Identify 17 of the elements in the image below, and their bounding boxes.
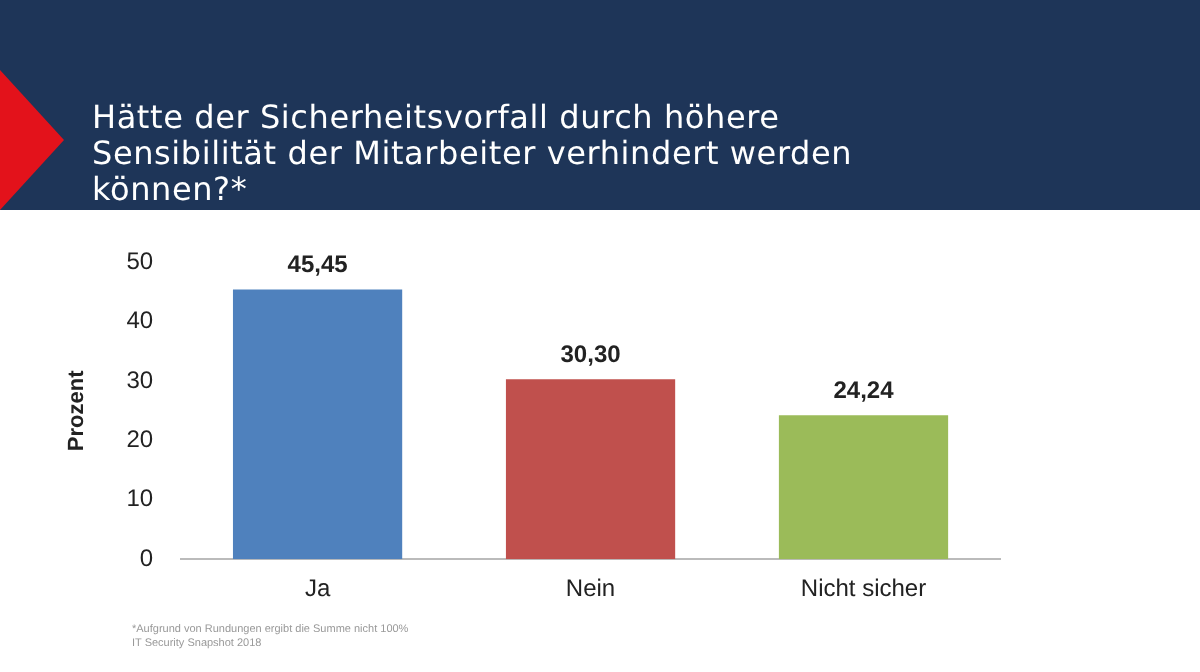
y-tick-label: 40 bbox=[126, 306, 154, 335]
data-label: 24,24 bbox=[833, 375, 895, 404]
y-axis-title: Prozent bbox=[65, 369, 90, 452]
data-label: 30,30 bbox=[560, 339, 622, 368]
bar bbox=[505, 379, 676, 560]
bar bbox=[232, 289, 403, 560]
chart-title: Hätte der Sicherheitsvorfall durch höhere Sensibilität der Mitarbeiter verhindert werden können?* bbox=[92, 98, 855, 208]
y-tick-label: 10 bbox=[126, 484, 154, 513]
y-tick-label: 30 bbox=[126, 365, 154, 394]
x-tick-label: Ja bbox=[304, 574, 331, 603]
y-tick-label: 20 bbox=[126, 425, 154, 454]
x-tick-label: Nein bbox=[565, 574, 616, 603]
bar bbox=[778, 415, 949, 560]
x-tick-label: Nicht sicher bbox=[800, 574, 927, 603]
y-tick-label: 50 bbox=[126, 247, 154, 276]
y-tick-label: 0 bbox=[139, 543, 154, 572]
data-label: 45,45 bbox=[287, 250, 349, 279]
